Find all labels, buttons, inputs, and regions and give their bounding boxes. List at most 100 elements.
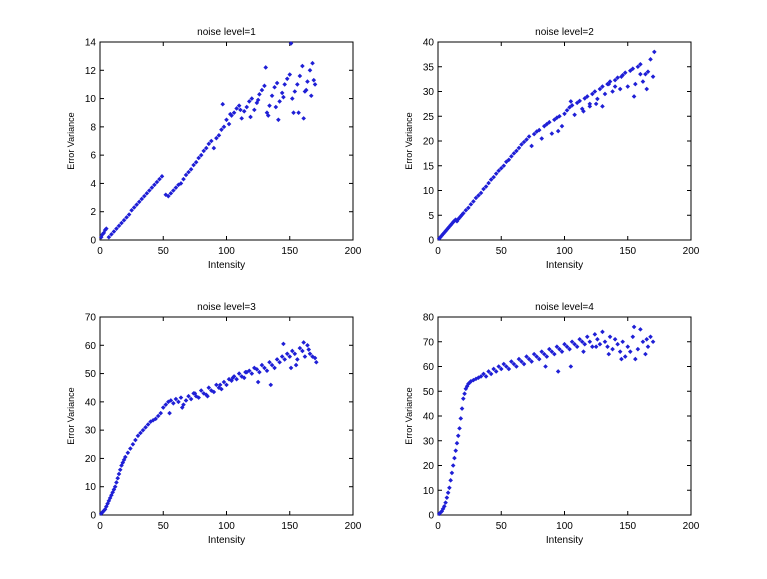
data-point <box>301 340 306 345</box>
data-point <box>481 371 486 377</box>
data-point <box>263 65 269 70</box>
data-point <box>617 86 623 92</box>
data-point <box>483 184 489 189</box>
data-point <box>593 101 599 107</box>
y-tick-label: 80 <box>423 313 435 324</box>
data-point <box>219 127 224 132</box>
y-tick-label: 60 <box>85 341 97 352</box>
data-point <box>627 349 633 354</box>
data-point <box>100 509 105 515</box>
data-point <box>630 334 636 340</box>
data-point <box>276 117 281 123</box>
y-tick-label: 10 <box>85 482 97 493</box>
data-point <box>144 191 150 196</box>
y-tick-label: 40 <box>423 38 435 49</box>
data-point <box>272 365 277 371</box>
data-point <box>249 96 255 101</box>
data-point <box>300 63 305 69</box>
data-point <box>241 375 247 381</box>
data-point <box>163 402 169 407</box>
data-point <box>549 349 555 354</box>
data-point <box>306 347 312 352</box>
y-tick-label: 20 <box>423 461 435 472</box>
data-point <box>310 354 315 359</box>
data-point <box>147 188 152 193</box>
data-point <box>574 344 580 349</box>
subplot-2: 0 50 100 150 200 0 5 10 15 20 25 30 35 40 noise level=… <box>404 27 700 271</box>
data-point <box>230 375 236 381</box>
data-point <box>466 381 471 387</box>
data-point <box>564 344 570 349</box>
data-point <box>443 500 448 505</box>
y-tick-label: 40 <box>85 397 97 408</box>
data-point <box>140 427 146 433</box>
data-point <box>248 114 253 120</box>
data-point <box>516 356 522 362</box>
data-point <box>217 382 223 388</box>
data-point <box>173 396 179 402</box>
data-point <box>638 327 643 332</box>
data-point <box>640 339 646 345</box>
data-point <box>543 364 548 369</box>
data-point <box>562 111 567 117</box>
data-point <box>650 74 656 79</box>
data-point <box>267 103 272 108</box>
data-point <box>445 490 451 496</box>
data-point <box>539 136 545 141</box>
y-tick-label: 30 <box>423 436 435 447</box>
y-tick-label: 0 <box>90 511 96 522</box>
data-point <box>274 357 280 362</box>
data-point <box>255 379 261 385</box>
data-point <box>193 393 199 399</box>
data-point <box>114 226 119 231</box>
y-tick-label: 30 <box>423 87 435 98</box>
data-point <box>138 430 143 436</box>
data-point <box>590 344 595 349</box>
data-point <box>159 174 165 179</box>
x-tick-label: 200 <box>345 521 362 532</box>
data-point <box>216 133 222 138</box>
data-point <box>252 365 257 371</box>
data-point <box>587 101 593 107</box>
data-point <box>274 80 280 86</box>
data-point <box>203 145 209 151</box>
data-point <box>531 351 537 357</box>
data-point <box>257 369 262 375</box>
data-point <box>584 94 590 99</box>
data-point <box>481 186 486 192</box>
data-point <box>160 405 166 410</box>
data-point <box>645 344 651 349</box>
data-point <box>582 96 588 101</box>
data-point <box>491 366 496 372</box>
y-axis-label: Error Variance <box>404 112 414 169</box>
data-point <box>301 116 306 121</box>
data-point <box>498 165 504 171</box>
data-point <box>612 84 618 89</box>
data-point <box>214 135 219 141</box>
data-point <box>293 362 299 368</box>
data-point <box>438 510 443 515</box>
data-point <box>312 355 318 361</box>
data-point <box>554 344 560 349</box>
x-tick-label: 50 <box>158 521 170 532</box>
data-point <box>643 71 648 77</box>
data-point <box>453 448 459 453</box>
y-tick-label: 60 <box>423 362 435 373</box>
data-point <box>648 57 653 62</box>
data-point <box>552 117 557 123</box>
y-axis-label: Error Variance <box>66 112 76 169</box>
data-point <box>506 157 512 163</box>
data-point <box>119 220 124 226</box>
data-point <box>282 82 287 87</box>
data-point <box>452 455 457 461</box>
data-point <box>179 405 185 410</box>
data-point <box>289 348 295 354</box>
data-point <box>98 234 104 240</box>
data-point <box>572 112 577 118</box>
y-tick-label: 8 <box>90 122 96 133</box>
data-point <box>269 93 275 99</box>
data-point <box>581 349 586 354</box>
y-tick-label: 20 <box>85 454 97 465</box>
data-point <box>436 511 442 517</box>
